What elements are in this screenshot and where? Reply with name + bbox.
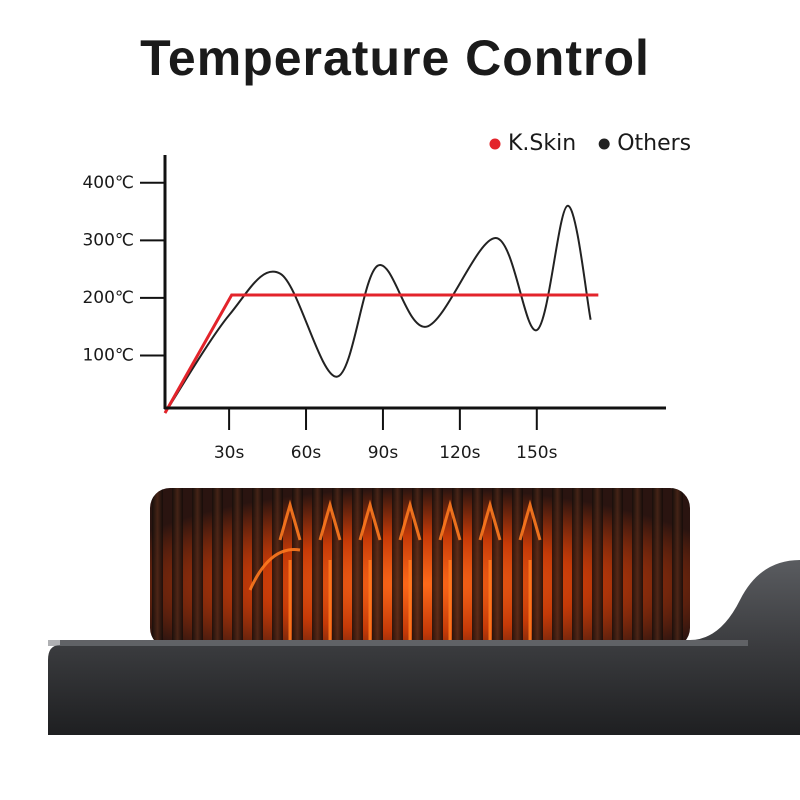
series-line <box>163 293 599 414</box>
legend-marker <box>598 138 610 150</box>
y-tick-label: 400℃ <box>82 173 134 193</box>
x-tick-label: 150s <box>516 443 557 463</box>
y-tick-label: 300℃ <box>82 230 134 250</box>
legend-label: K.Skin <box>508 131 576 156</box>
x-tick-label: 120s <box>439 443 480 463</box>
y-tick-label: 100℃ <box>82 345 134 365</box>
x-tick-label: 30s <box>214 443 245 463</box>
plot: 100℃ 200℃ 300℃ 400℃ 30s 60s 90s 120s 150s K.Skin O… <box>82 131 691 463</box>
legend-marker <box>489 138 501 150</box>
y-tick-label: 200℃ <box>82 288 134 308</box>
comb-illustration <box>48 488 800 735</box>
legend-label: Others <box>617 131 691 156</box>
chart-title: Temperature Control <box>140 30 650 86</box>
x-tick-label: 90s <box>368 443 399 463</box>
series-line <box>164 204 592 414</box>
x-tick-label: 60s <box>291 443 322 463</box>
